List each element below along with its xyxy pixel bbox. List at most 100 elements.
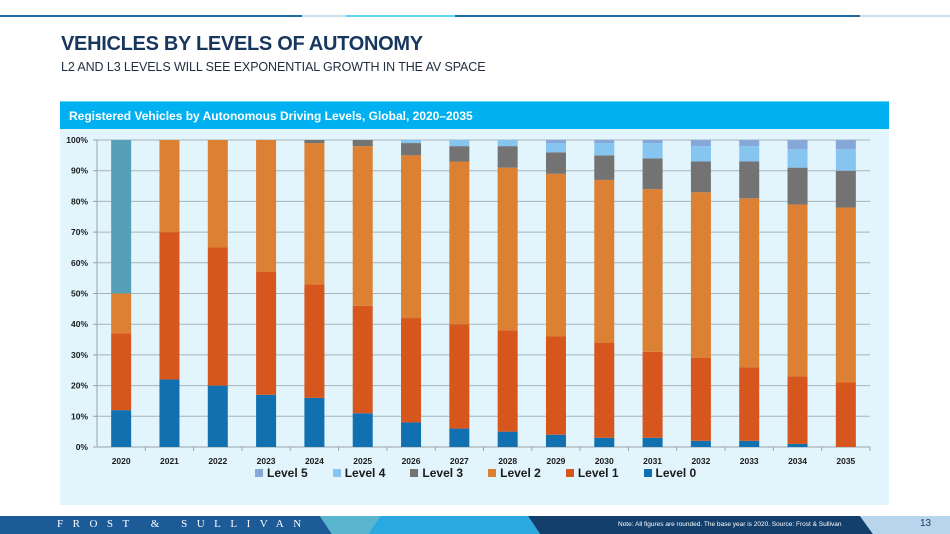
bar-level-2-2034 [787,204,808,377]
legend-swatch [332,469,341,477]
x-tick-label: 2035 [836,456,855,466]
footer-shapes [0,516,950,534]
legend-swatch [488,469,497,477]
legend-label: Level 5 [267,466,308,480]
bar-level-3-2035 [835,170,856,208]
bar-level-0-2026 [401,422,422,447]
y-tick-label: 10% [71,411,88,421]
bar-level-2-2025 [352,146,373,306]
page-title: VEHICLES BY LEVELS OF AUTONOMY [61,33,423,55]
bar-unlabeled-2020 [111,140,132,294]
legend-label: Level 4 [344,466,386,480]
y-tick-label: 100% [66,135,88,145]
top-rule-pale-1 [302,15,346,17]
bar-level-1-2021 [159,232,180,380]
bar-level-4-2027 [449,140,470,147]
y-tick-label: 60% [71,258,88,268]
y-tick-label: 0% [76,442,89,452]
frost-sullivan-logo: FROST & SULLIVAN [57,518,311,530]
bar-level-3-2032 [690,161,711,193]
x-tick-label: 2028 [498,456,517,466]
x-tick-label: 2033 [740,456,759,466]
bar-level-5-2029 [545,140,566,144]
bar-level-4-2026 [401,140,422,144]
bar-level-3-2028 [497,146,518,168]
bar-level-2-2021 [159,140,180,233]
bar-level-4-2035 [835,149,856,171]
bar-level-1-2029 [545,336,566,435]
bar-level-2-2031 [642,189,663,352]
y-tick-label: 40% [71,319,88,329]
bar-level-5-2034 [787,140,808,150]
bar-level-3-2033 [739,161,760,199]
bar-level-4-2033 [739,146,760,162]
top-rule-pale-2 [860,15,950,17]
top-rule-dark-2 [455,15,860,17]
bar-level-2-2024 [304,143,325,285]
bar-level-1-2022 [207,247,228,386]
bar-level-0-2034 [787,443,808,447]
bar-level-0-2023 [256,394,277,447]
x-tick-label: 2024 [305,456,324,466]
footer-seg-navy [528,516,873,534]
bar-level-3-2031 [642,158,663,190]
legend-label: Level 2 [500,466,541,480]
bar-level-0-2028 [497,431,518,447]
x-tick-label: 2022 [208,456,227,466]
bar-level-2-2035 [835,207,856,383]
bar-level-0-2024 [304,397,325,447]
x-tick-label: 2023 [257,456,276,466]
bar-level-2-2027 [449,161,470,325]
bar-level-1-2032 [690,357,711,441]
bar-level-2-2030 [594,179,615,343]
bar-level-4-2032 [690,146,711,162]
bar-level-2-2022 [207,140,228,248]
page-number: 13 [920,518,932,529]
bar-level-2-2023 [256,140,277,273]
legend-item: Level 5 [255,466,308,480]
legend-item: Level 2 [488,466,541,480]
bar-level-0-2032 [690,440,711,447]
bar-level-2-2029 [545,173,566,337]
legend-label: Level 1 [577,466,619,480]
legend-swatch [255,469,263,477]
y-tick-label: 80% [71,196,88,206]
legend-item: Level 4 [332,466,386,480]
chart-title: Registered Vehicles by Autonomous Drivin… [60,101,889,129]
bar-level-1-2034 [787,376,808,444]
x-tick-label: 2031 [643,456,662,466]
bar-level-3-2029 [545,152,566,174]
legend-swatch [565,469,574,477]
chart-legend: Level 5 Level 4 Level 3 Level 2 Level 1 Level… [255,466,721,480]
footer-seg-dark-blue [0,516,332,534]
bar-level-1-2024 [304,284,325,398]
bar-level-0-2033 [739,440,760,447]
bar-level-0-2031 [642,437,663,447]
y-tick-label: 20% [71,381,88,391]
bar-level-0-2030 [594,437,615,447]
bar-level-0-2027 [449,428,470,447]
bar-level-0-2022 [207,385,228,447]
bar-level-3-2027 [449,146,470,162]
bar-level-1-2025 [352,305,373,414]
bar-level-1-2030 [594,342,615,438]
footer-bar [0,516,950,534]
footer-seg-light [860,516,950,534]
bar-level-1-2020 [111,333,132,411]
bar-level-3-2034 [787,167,808,205]
y-tick-label: 70% [71,227,88,237]
bar-level-5-2031 [642,140,663,144]
bar-level-3-2024 [304,140,325,144]
legend-swatch [410,469,419,477]
x-tick-label: 2032 [691,456,710,466]
x-tick-label: 2021 [160,456,179,466]
bar-level-3-2026 [401,143,422,156]
bar-level-1-2031 [642,351,663,438]
bar-level-4-2031 [642,143,663,159]
top-rule-dark-1 [0,15,302,17]
y-tick-label: 30% [71,350,88,360]
legend-label: Level 3 [422,466,464,480]
bar-level-2-2020 [111,293,132,334]
legend-swatch [643,469,652,477]
